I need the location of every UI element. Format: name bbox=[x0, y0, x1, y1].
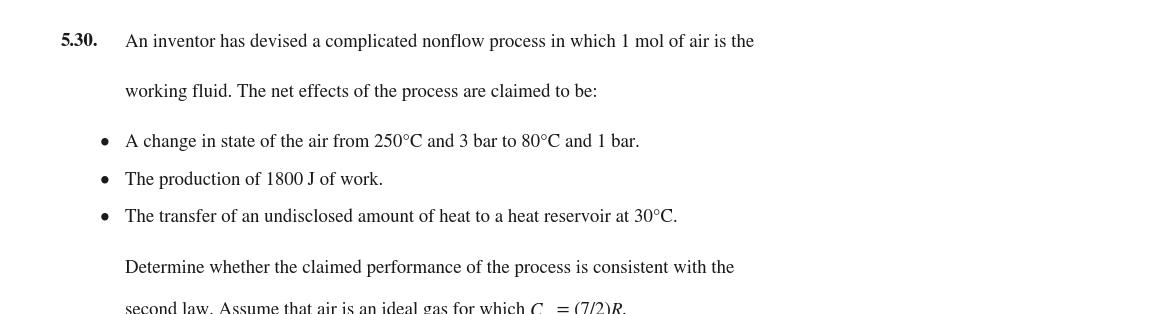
Text: Determine whether the claimed performance of the process is consistent with the: Determine whether the claimed performanc… bbox=[125, 259, 735, 277]
Text: An inventor has devised a complicated nonflow process in which 1 mol of air is t: An inventor has devised a complicated no… bbox=[125, 33, 755, 51]
Text: P: P bbox=[543, 313, 551, 314]
Text: The production of 1800 J of work.: The production of 1800 J of work. bbox=[125, 171, 384, 189]
Text: 5.30.: 5.30. bbox=[61, 33, 98, 50]
Text: second law. Assume that air is an ideal gas for which: second law. Assume that air is an ideal … bbox=[125, 301, 530, 314]
Text: C: C bbox=[530, 301, 543, 314]
Text: •: • bbox=[99, 171, 109, 188]
Text: •: • bbox=[99, 133, 109, 151]
Text: •: • bbox=[99, 209, 109, 226]
Text: working fluid. The net effects of the process are claimed to be:: working fluid. The net effects of the pr… bbox=[125, 83, 598, 101]
Text: = (7/2): = (7/2) bbox=[551, 301, 611, 314]
Text: The transfer of an undisclosed amount of heat to a heat reservoir at 30°C.: The transfer of an undisclosed amount of… bbox=[125, 209, 677, 226]
Text: .: . bbox=[622, 301, 627, 314]
Text: R: R bbox=[611, 301, 622, 314]
Text: A change in state of the air from 250°C and 3 bar to 80°C and 1 bar.: A change in state of the air from 250°C … bbox=[125, 133, 640, 151]
